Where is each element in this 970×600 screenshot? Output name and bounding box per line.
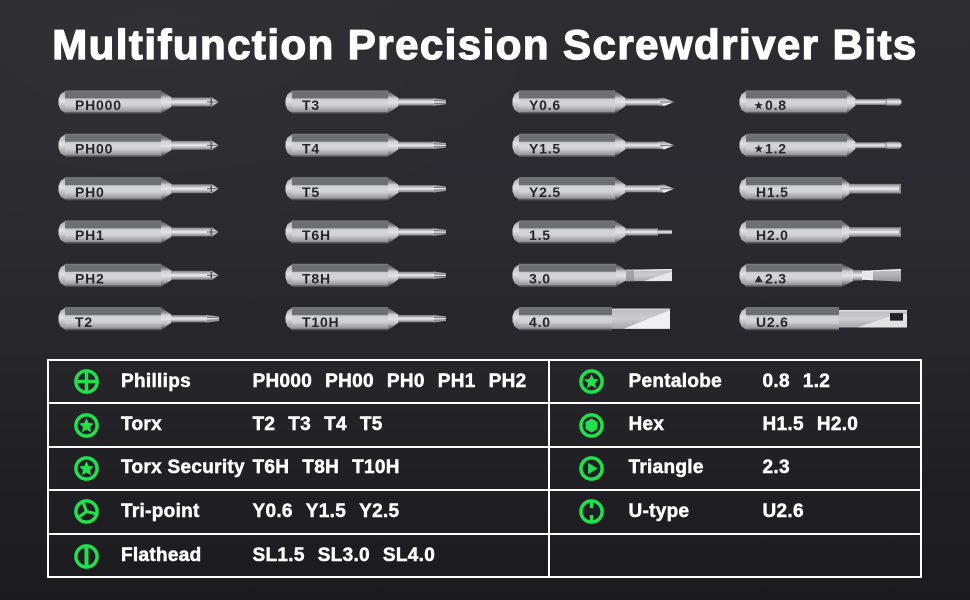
svg-text:H2.0: H2.0 — [756, 227, 789, 243]
svg-text:PH2: PH2 — [75, 270, 105, 286]
svg-text:T5: T5 — [302, 184, 320, 200]
svg-text:T8H: T8H — [302, 270, 331, 286]
svg-text:1.2: 1.2 — [765, 140, 787, 156]
svg-text:PH0: PH0 — [75, 184, 105, 200]
svg-text:PH00: PH00 — [75, 140, 113, 156]
svg-text:H1.5: H1.5 — [756, 184, 789, 200]
svg-text:0.8: 0.8 — [765, 97, 787, 113]
svg-text:4.0: 4.0 — [529, 314, 551, 330]
svg-text:T10H: T10H — [302, 314, 339, 330]
svg-text:U2.6: U2.6 — [756, 314, 789, 330]
svg-text:Y0.6: Y0.6 — [529, 97, 561, 113]
svg-text:PH1: PH1 — [75, 227, 105, 243]
svg-text:T3: T3 — [302, 97, 320, 113]
svg-text:3.0: 3.0 — [529, 270, 551, 286]
svg-text:2.3: 2.3 — [765, 270, 787, 286]
svg-text:PH000: PH000 — [75, 97, 122, 113]
svg-text:T4: T4 — [302, 140, 320, 156]
svg-text:Y1.5: Y1.5 — [529, 140, 561, 156]
svg-text:T2: T2 — [75, 314, 93, 330]
svg-text:Y2.5: Y2.5 — [529, 184, 561, 200]
svg-text:T6H: T6H — [302, 227, 331, 243]
svg-text:1.5: 1.5 — [529, 227, 551, 243]
